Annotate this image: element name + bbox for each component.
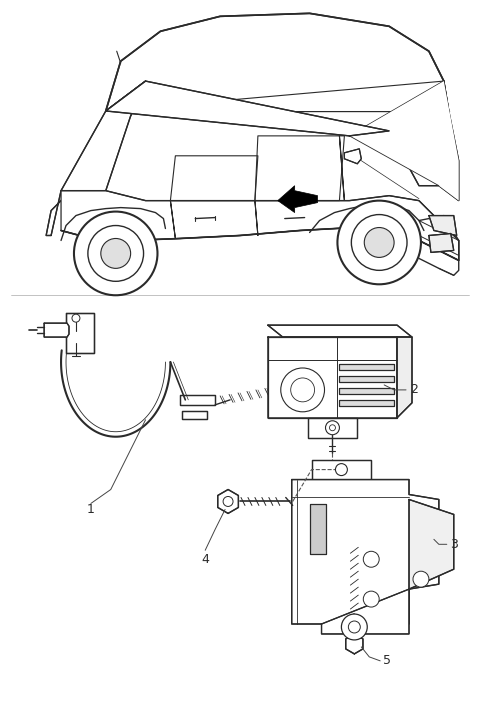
Polygon shape bbox=[180, 395, 215, 405]
Polygon shape bbox=[429, 216, 457, 235]
Circle shape bbox=[72, 314, 80, 322]
Circle shape bbox=[223, 497, 233, 507]
Circle shape bbox=[341, 614, 367, 640]
Circle shape bbox=[299, 384, 309, 394]
Circle shape bbox=[351, 215, 407, 270]
Polygon shape bbox=[182, 411, 207, 419]
Circle shape bbox=[291, 378, 314, 402]
Circle shape bbox=[101, 238, 131, 269]
Polygon shape bbox=[268, 337, 397, 417]
Circle shape bbox=[325, 421, 339, 435]
Polygon shape bbox=[339, 376, 394, 382]
Polygon shape bbox=[349, 81, 449, 136]
Polygon shape bbox=[66, 313, 94, 353]
Polygon shape bbox=[308, 417, 357, 438]
Polygon shape bbox=[106, 81, 449, 111]
Polygon shape bbox=[349, 81, 459, 200]
Text: 1: 1 bbox=[87, 503, 95, 516]
Polygon shape bbox=[61, 191, 459, 261]
Polygon shape bbox=[397, 337, 412, 417]
Polygon shape bbox=[106, 81, 145, 116]
Polygon shape bbox=[218, 489, 239, 513]
Text: 4: 4 bbox=[201, 552, 209, 566]
Polygon shape bbox=[409, 499, 454, 589]
Polygon shape bbox=[312, 460, 371, 480]
Polygon shape bbox=[46, 81, 145, 235]
Polygon shape bbox=[346, 634, 363, 654]
Polygon shape bbox=[429, 234, 454, 253]
Text: 3: 3 bbox=[450, 538, 458, 551]
Polygon shape bbox=[322, 589, 409, 634]
Circle shape bbox=[281, 368, 324, 412]
Text: 2: 2 bbox=[410, 383, 418, 396]
Text: 5: 5 bbox=[383, 654, 391, 667]
Polygon shape bbox=[310, 505, 325, 554]
Polygon shape bbox=[268, 325, 412, 337]
Polygon shape bbox=[106, 81, 389, 136]
Polygon shape bbox=[339, 400, 394, 406]
Polygon shape bbox=[339, 364, 394, 370]
Polygon shape bbox=[344, 149, 361, 164]
Circle shape bbox=[74, 211, 157, 295]
Circle shape bbox=[363, 551, 379, 567]
Polygon shape bbox=[339, 388, 394, 394]
Circle shape bbox=[413, 571, 429, 587]
Circle shape bbox=[348, 621, 360, 633]
Circle shape bbox=[337, 200, 421, 285]
Polygon shape bbox=[292, 480, 439, 624]
Circle shape bbox=[329, 425, 336, 431]
Circle shape bbox=[88, 226, 144, 281]
Circle shape bbox=[363, 591, 379, 607]
Circle shape bbox=[364, 227, 394, 258]
Polygon shape bbox=[349, 81, 459, 200]
Polygon shape bbox=[44, 323, 69, 337]
Circle shape bbox=[336, 464, 348, 476]
Polygon shape bbox=[278, 186, 318, 213]
